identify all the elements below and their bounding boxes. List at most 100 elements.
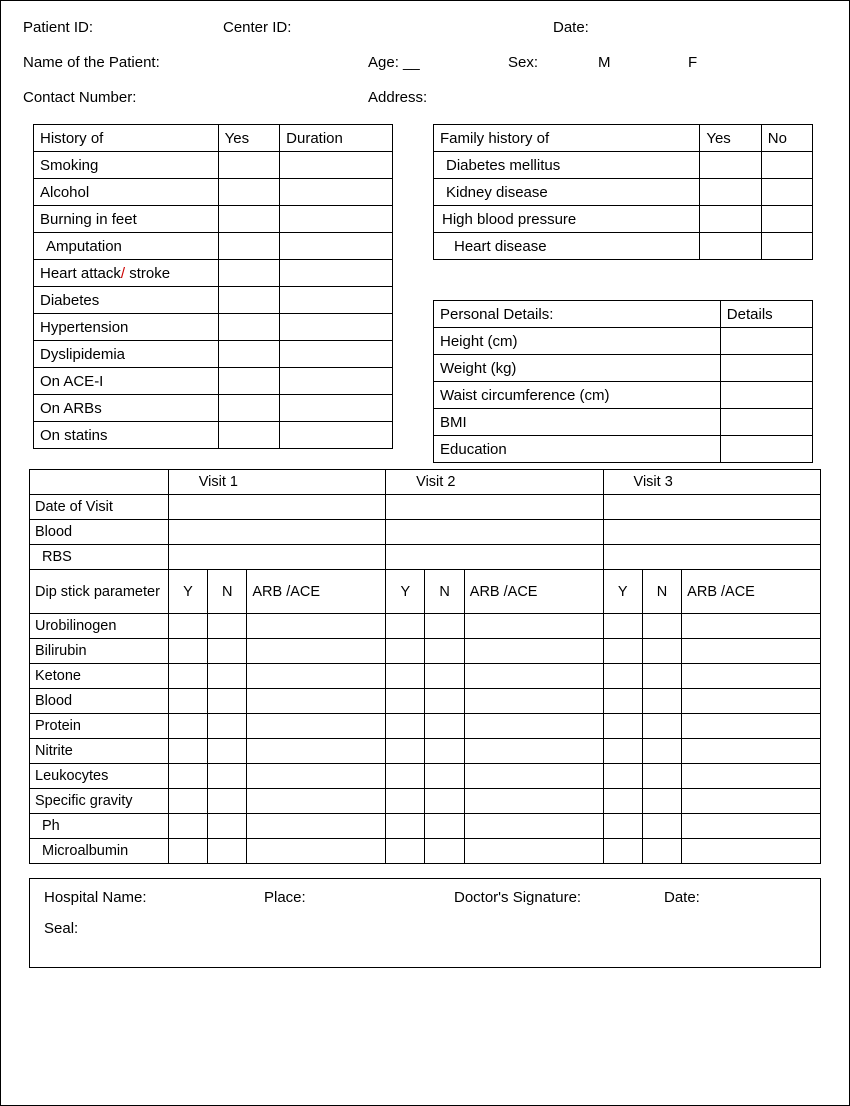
dip-y-cell[interactable]	[168, 664, 207, 689]
dip-arb-cell[interactable]	[464, 814, 603, 839]
history-duration-cell[interactable]	[280, 179, 393, 206]
dip-arb-cell[interactable]	[682, 714, 821, 739]
dip-n-cell[interactable]	[208, 739, 247, 764]
dip-y-cell[interactable]	[603, 789, 642, 814]
family-yes-cell[interactable]	[700, 179, 761, 206]
dip-arb-cell[interactable]	[464, 614, 603, 639]
history-yes-cell[interactable]	[218, 233, 280, 260]
dip-y-cell[interactable]	[603, 839, 642, 864]
dip-arb-cell[interactable]	[464, 714, 603, 739]
dip-y-cell[interactable]	[386, 664, 425, 689]
dip-n-cell[interactable]	[208, 814, 247, 839]
dip-n-cell[interactable]	[208, 764, 247, 789]
dip-arb-cell[interactable]	[247, 739, 386, 764]
dip-n-cell[interactable]	[642, 739, 681, 764]
history-yes-cell[interactable]	[218, 368, 280, 395]
history-yes-cell[interactable]	[218, 341, 280, 368]
dip-y-cell[interactable]	[386, 639, 425, 664]
dip-arb-cell[interactable]	[247, 714, 386, 739]
visit-cell[interactable]	[168, 520, 385, 545]
personal-value-cell[interactable]	[720, 409, 812, 436]
dip-arb-cell[interactable]	[682, 614, 821, 639]
dip-n-cell[interactable]	[642, 664, 681, 689]
history-yes-cell[interactable]	[218, 179, 280, 206]
family-no-cell[interactable]	[761, 233, 812, 260]
dip-n-cell[interactable]	[208, 789, 247, 814]
dip-y-cell[interactable]	[603, 739, 642, 764]
dip-arb-cell[interactable]	[464, 839, 603, 864]
dip-y-cell[interactable]	[603, 764, 642, 789]
dip-y-cell[interactable]	[603, 639, 642, 664]
history-yes-cell[interactable]	[218, 395, 280, 422]
visit-cell[interactable]	[386, 495, 603, 520]
visit-cell[interactable]	[603, 495, 820, 520]
history-yes-cell[interactable]	[218, 422, 280, 449]
dip-arb-cell[interactable]	[464, 639, 603, 664]
dip-arb-cell[interactable]	[464, 764, 603, 789]
dip-arb-cell[interactable]	[682, 639, 821, 664]
dip-arb-cell[interactable]	[247, 789, 386, 814]
family-yes-cell[interactable]	[700, 233, 761, 260]
age-value[interactable]: __	[403, 54, 420, 71]
dip-y-cell[interactable]	[386, 764, 425, 789]
dip-y-cell[interactable]	[168, 764, 207, 789]
dip-n-cell[interactable]	[208, 839, 247, 864]
history-duration-cell[interactable]	[280, 152, 393, 179]
dip-arb-cell[interactable]	[247, 639, 386, 664]
sex-m[interactable]: M	[598, 54, 688, 71]
dip-y-cell[interactable]	[603, 714, 642, 739]
history-duration-cell[interactable]	[280, 395, 393, 422]
dip-y-cell[interactable]	[386, 614, 425, 639]
visit-cell[interactable]	[168, 545, 385, 570]
visit-cell[interactable]	[603, 520, 820, 545]
family-yes-cell[interactable]	[700, 152, 761, 179]
dip-n-cell[interactable]	[642, 839, 681, 864]
family-no-cell[interactable]	[761, 179, 812, 206]
dip-y-cell[interactable]	[386, 689, 425, 714]
dip-y-cell[interactable]	[603, 664, 642, 689]
visit-cell[interactable]	[603, 545, 820, 570]
dip-arb-cell[interactable]	[247, 814, 386, 839]
dip-n-cell[interactable]	[425, 789, 464, 814]
dip-y-cell[interactable]	[168, 614, 207, 639]
dip-n-cell[interactable]	[425, 614, 464, 639]
dip-n-cell[interactable]	[425, 689, 464, 714]
dip-n-cell[interactable]	[425, 739, 464, 764]
dip-y-cell[interactable]	[386, 789, 425, 814]
dip-n-cell[interactable]	[425, 764, 464, 789]
dip-n-cell[interactable]	[425, 839, 464, 864]
personal-value-cell[interactable]	[720, 382, 812, 409]
history-duration-cell[interactable]	[280, 314, 393, 341]
history-duration-cell[interactable]	[280, 206, 393, 233]
dip-y-cell[interactable]	[603, 814, 642, 839]
dip-arb-cell[interactable]	[682, 839, 821, 864]
dip-arb-cell[interactable]	[464, 664, 603, 689]
dip-n-cell[interactable]	[208, 689, 247, 714]
visit-cell[interactable]	[386, 545, 603, 570]
history-duration-cell[interactable]	[280, 422, 393, 449]
personal-value-cell[interactable]	[720, 328, 812, 355]
dip-y-cell[interactable]	[168, 714, 207, 739]
personal-value-cell[interactable]	[720, 436, 812, 463]
dip-arb-cell[interactable]	[464, 689, 603, 714]
history-duration-cell[interactable]	[280, 260, 393, 287]
dip-arb-cell[interactable]	[247, 839, 386, 864]
dip-y-cell[interactable]	[168, 739, 207, 764]
dip-n-cell[interactable]	[642, 764, 681, 789]
family-no-cell[interactable]	[761, 206, 812, 233]
dip-n-cell[interactable]	[425, 814, 464, 839]
dip-n-cell[interactable]	[208, 614, 247, 639]
dip-y-cell[interactable]	[386, 739, 425, 764]
dip-arb-cell[interactable]	[247, 614, 386, 639]
history-duration-cell[interactable]	[280, 341, 393, 368]
dip-y-cell[interactable]	[168, 789, 207, 814]
sex-f[interactable]: F	[688, 54, 778, 71]
family-no-cell[interactable]	[761, 152, 812, 179]
history-duration-cell[interactable]	[280, 368, 393, 395]
dip-arb-cell[interactable]	[682, 814, 821, 839]
dip-n-cell[interactable]	[642, 789, 681, 814]
history-yes-cell[interactable]	[218, 152, 280, 179]
dip-arb-cell[interactable]	[247, 664, 386, 689]
dip-n-cell[interactable]	[425, 714, 464, 739]
visit-cell[interactable]	[386, 520, 603, 545]
